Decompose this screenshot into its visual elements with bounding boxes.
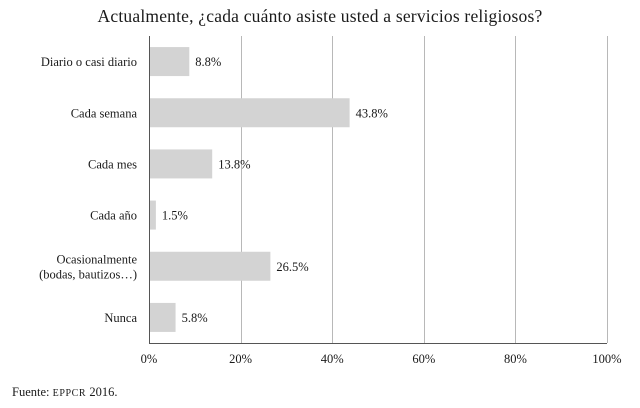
chart-title: Actualmente, ¿cada cuánto asiste usted a…: [97, 6, 543, 26]
bar: [150, 302, 176, 332]
x-tick-label: 20%: [229, 352, 252, 366]
x-tick-label: 0%: [141, 352, 158, 366]
value-label: 26.5%: [276, 260, 308, 274]
bar: [150, 251, 271, 281]
category-label: Cada mes: [88, 157, 137, 171]
category-label: Ocasionalmente (bodas, bautizos…): [39, 252, 137, 281]
value-label: 1.5%: [162, 209, 188, 223]
bar: [150, 149, 213, 179]
category-label: Cada semana: [71, 106, 138, 120]
bars: [150, 47, 350, 332]
x-tick-label: 100%: [592, 352, 621, 366]
source-note: Fuente: EPPCR 2016.: [12, 385, 117, 400]
gridlines: [241, 36, 608, 343]
x-tick-label: 80%: [504, 352, 527, 366]
category-label: Cada año: [90, 209, 137, 223]
source-org: EPPCR: [52, 388, 87, 399]
tick-labels: 0% 20% 40% 60% 80% 100%: [141, 352, 622, 366]
bar: [150, 98, 350, 128]
value-label: 13.8%: [218, 157, 250, 171]
source-suffix: 2016.: [86, 385, 118, 399]
category-label: Diario o casi diario: [41, 55, 137, 69]
x-tick-label: 60%: [412, 352, 435, 366]
category-labels: Diario o casi diario Cada semana Cada mes C…: [39, 55, 137, 325]
bar: [150, 47, 190, 77]
value-label: 5.8%: [182, 311, 208, 325]
x-tick-label: 40%: [321, 352, 344, 366]
category-label: Nunca: [104, 311, 137, 325]
bar: [150, 200, 156, 230]
value-label: 43.8%: [356, 106, 388, 120]
value-labels: 8.8% 43.8% 13.8% 1.5% 26.5% 5.8%: [162, 55, 388, 325]
value-label: 8.8%: [195, 55, 221, 69]
source-prefix: Fuente:: [12, 385, 53, 399]
axes: [149, 36, 607, 344]
